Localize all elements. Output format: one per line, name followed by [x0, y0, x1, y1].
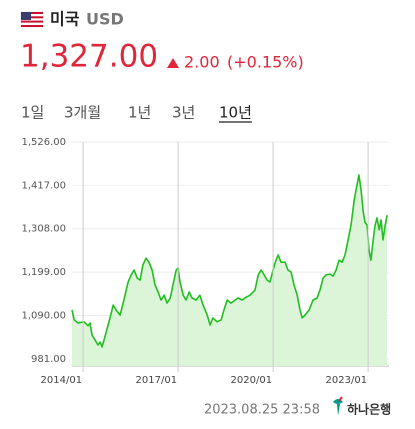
- y-tick-label: 981.00: [31, 354, 66, 365]
- timestamp: 2023.08.25 23:58: [204, 403, 320, 418]
- tab[interactable]: 10년: [219, 104, 252, 122]
- x-tick-label: 2017/01: [136, 375, 178, 386]
- y-tick-label: 1,417.00: [21, 180, 66, 191]
- us-flag: [20, 11, 44, 28]
- change: 2.00: [184, 53, 220, 72]
- y-tick-label: 1,090.00: [21, 310, 66, 321]
- bank-logo: [333, 396, 343, 416]
- bank-name: 하나은행: [347, 402, 391, 417]
- y-tick-label: 1,308.00: [21, 224, 66, 235]
- y-tick-label: 1,526.00: [21, 137, 66, 148]
- up-arrow: [167, 58, 179, 68]
- area: [72, 175, 388, 366]
- tabs: 1일 3개월 1년 3년 10년: [21, 104, 252, 123]
- plot: 981.00 1,090.00 1,199.00 1,308.00 1,417.00 1,…: [21, 137, 389, 386]
- currency: USD: [86, 10, 124, 29]
- price: 1,327.00: [20, 39, 158, 75]
- tab[interactable]: 3개월: [64, 104, 101, 122]
- tab[interactable]: 1년: [128, 104, 151, 122]
- tab[interactable]: 3년: [172, 104, 195, 122]
- tab[interactable]: 1일: [21, 104, 44, 122]
- change-pct: (+0.15%): [227, 53, 304, 72]
- x-tick-label: 2014/01: [41, 375, 83, 386]
- x-tick-label: 2020/01: [231, 375, 273, 386]
- line: [71, 174, 388, 348]
- x-tick-label: 2023/01: [326, 375, 368, 386]
- y-tick-label: 1,199.00: [21, 267, 66, 278]
- country: 미국: [50, 10, 80, 29]
